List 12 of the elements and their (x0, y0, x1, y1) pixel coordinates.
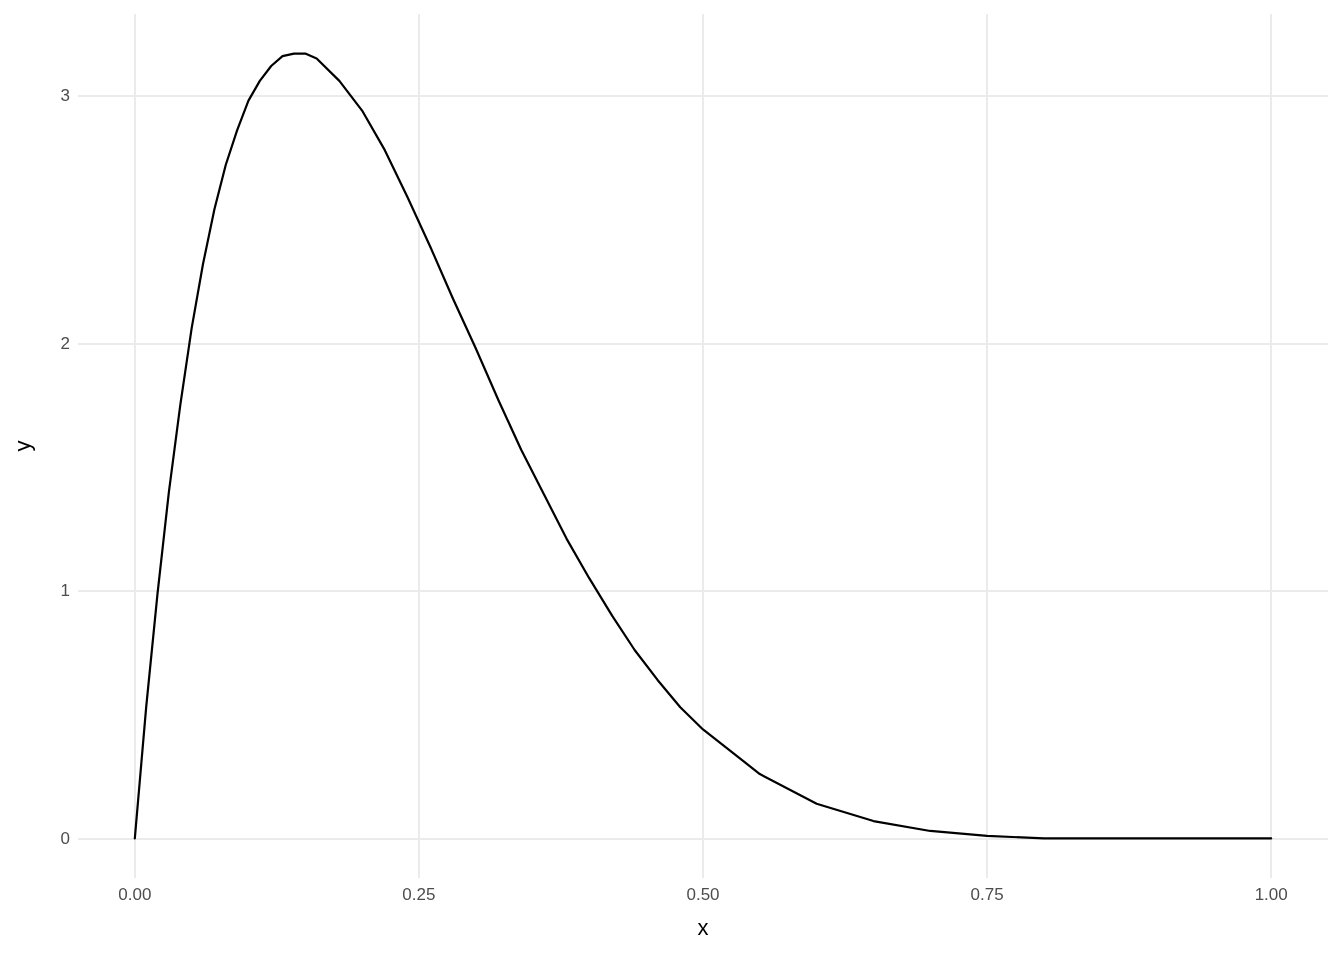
x-tick-label: 0.50 (686, 885, 720, 904)
x-tick-label: 0.25 (402, 885, 436, 904)
y-tick-label: 1 (60, 581, 70, 601)
x-tick-label: 0.00 (118, 885, 152, 904)
y-tick-label: 2 (60, 333, 70, 353)
x-tick-label: 1.00 (1254, 885, 1288, 904)
x-tick-label: 0.75 (970, 885, 1004, 904)
y-tick-label: 3 (60, 86, 70, 106)
y-tick-label: 0 (60, 828, 70, 848)
line-series (133, 52, 1273, 840)
y-axis-title: y (9, 440, 35, 452)
x-axis-title: x (697, 914, 709, 940)
